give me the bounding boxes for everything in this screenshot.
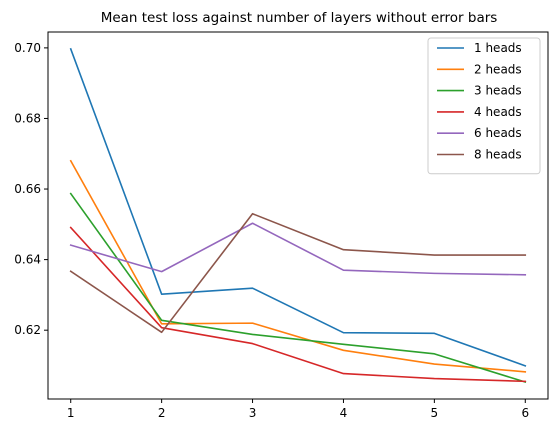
series-line-3-heads <box>69 192 527 384</box>
series-lines <box>69 47 527 384</box>
y-axis: 0.62 0.64 0.66 0.68 0.70 <box>14 41 48 337</box>
y-tick-label: 0.70 <box>14 41 41 55</box>
x-tick-label: 5 <box>431 406 439 420</box>
legend: 1 heads 2 heads 3 heads 4 heads 6 heads 8 hea… <box>427 37 541 175</box>
x-axis: 1 2 3 4 5 6 <box>67 399 529 420</box>
y-tick-label: 0.66 <box>14 182 41 196</box>
series-line-6-heads <box>69 222 527 276</box>
legend-label: 2 heads <box>474 62 522 76</box>
y-tick-label: 0.62 <box>14 323 41 337</box>
x-tick-label: 2 <box>158 406 166 420</box>
legend-label: 6 heads <box>474 126 522 140</box>
series-line-1-heads <box>69 47 527 367</box>
legend-label: 4 heads <box>474 105 522 119</box>
legend-label: 3 heads <box>474 84 522 98</box>
x-tick-label: 6 <box>521 406 529 420</box>
plot-area-frame <box>47 31 549 400</box>
y-tick-label: 0.64 <box>14 253 41 267</box>
x-tick-label: 4 <box>340 406 348 420</box>
y-tick-label: 0.68 <box>14 111 41 125</box>
series-line-8-heads <box>69 212 527 334</box>
legend-label: 1 heads <box>474 41 522 55</box>
series-line-4-heads <box>69 226 527 383</box>
chart-title: Mean test loss against number of layers … <box>101 10 498 26</box>
x-tick-label: 1 <box>67 406 75 420</box>
legend-label: 8 heads <box>474 148 522 162</box>
series-line-2-heads <box>69 159 527 373</box>
legend-box <box>427 37 541 175</box>
x-tick-label: 3 <box>249 406 257 420</box>
